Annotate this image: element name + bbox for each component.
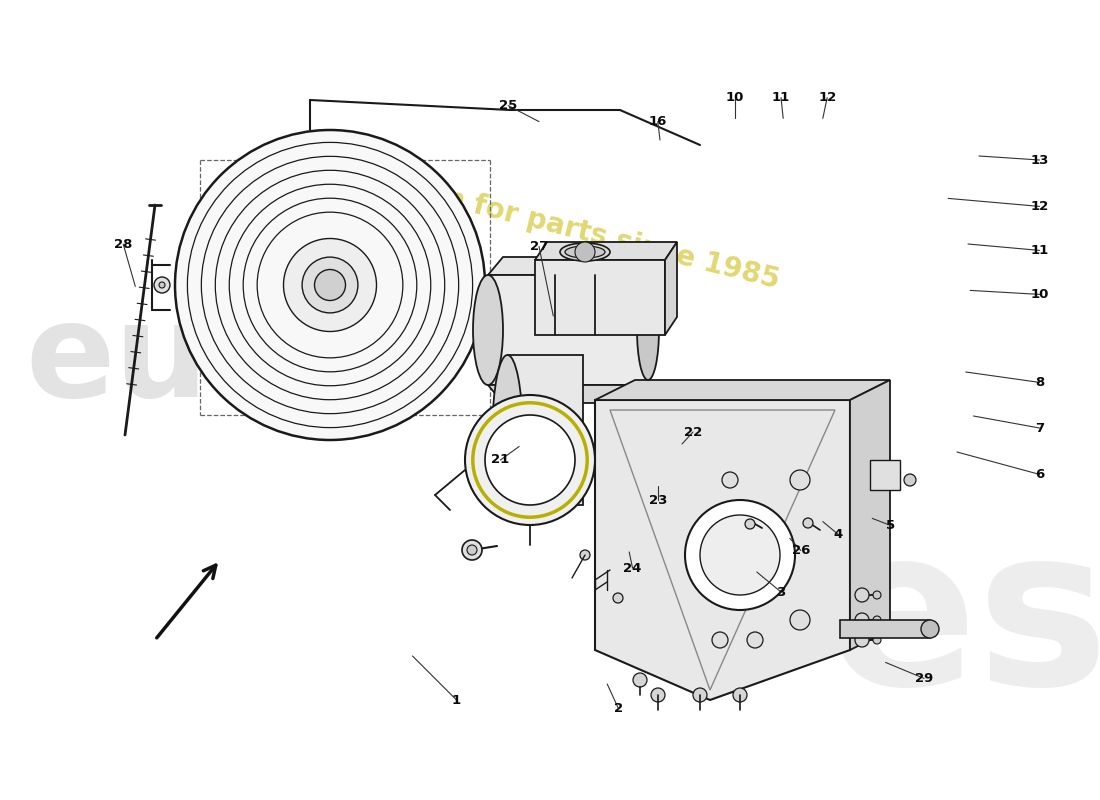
Text: 4: 4 [834,528,843,541]
Text: europ: europ [25,297,459,423]
Circle shape [855,613,869,627]
Circle shape [747,632,763,648]
Circle shape [712,632,728,648]
Circle shape [904,474,916,486]
Text: 2: 2 [614,702,623,714]
Polygon shape [535,242,676,260]
Ellipse shape [921,620,939,638]
Circle shape [733,688,747,702]
Text: 21: 21 [492,454,509,466]
Text: 27: 27 [530,240,548,253]
Text: 7: 7 [1035,422,1044,434]
Circle shape [700,515,780,595]
Text: 22: 22 [684,426,702,438]
Ellipse shape [637,280,659,380]
Polygon shape [666,242,676,335]
Ellipse shape [560,243,610,261]
Circle shape [632,673,647,687]
Polygon shape [507,355,583,505]
Circle shape [465,395,595,525]
Circle shape [873,591,881,599]
Circle shape [685,500,795,610]
Text: 6: 6 [1035,468,1044,481]
Ellipse shape [493,355,522,505]
Polygon shape [850,380,890,650]
Ellipse shape [473,275,503,385]
Circle shape [462,540,482,560]
Text: 28: 28 [114,238,132,250]
Polygon shape [595,400,850,700]
Text: 3: 3 [777,586,785,598]
Text: 5: 5 [887,519,895,532]
Circle shape [790,470,810,490]
Polygon shape [488,257,663,275]
Circle shape [651,688,666,702]
Circle shape [745,519,755,529]
Text: 24: 24 [624,562,641,574]
Text: 1: 1 [452,694,461,706]
Circle shape [722,472,738,488]
Text: 25: 25 [499,99,517,112]
Circle shape [575,242,595,262]
Circle shape [468,545,477,555]
Circle shape [302,257,358,313]
Text: 10: 10 [1031,288,1048,301]
Circle shape [284,238,376,331]
Text: 11: 11 [1031,244,1048,257]
Circle shape [613,593,623,603]
Text: 26: 26 [792,544,810,557]
Circle shape [485,415,575,505]
Circle shape [790,610,810,630]
Bar [840,620,929,638]
Circle shape [855,633,869,647]
Ellipse shape [565,246,605,258]
Text: 8: 8 [1035,376,1044,389]
Text: 10: 10 [726,91,744,104]
Circle shape [175,130,485,440]
Circle shape [160,282,165,288]
Polygon shape [488,275,648,385]
Text: 12: 12 [1031,200,1048,213]
Text: 12: 12 [818,91,836,104]
Circle shape [580,550,590,560]
Text: 23: 23 [649,494,667,506]
Polygon shape [488,385,663,403]
Circle shape [154,277,170,293]
Text: 29: 29 [915,672,933,685]
Text: 11: 11 [772,91,790,104]
Polygon shape [870,460,900,490]
Circle shape [803,518,813,528]
Circle shape [315,270,345,301]
Polygon shape [535,260,666,335]
Text: a passion for parts since 1985: a passion for parts since 1985 [317,154,783,294]
Polygon shape [595,380,890,400]
Circle shape [855,588,869,602]
Circle shape [873,616,881,624]
Circle shape [873,636,881,644]
Text: 13: 13 [1031,154,1048,166]
Text: 16: 16 [649,115,667,128]
Text: es: es [826,517,1100,731]
Circle shape [693,688,707,702]
